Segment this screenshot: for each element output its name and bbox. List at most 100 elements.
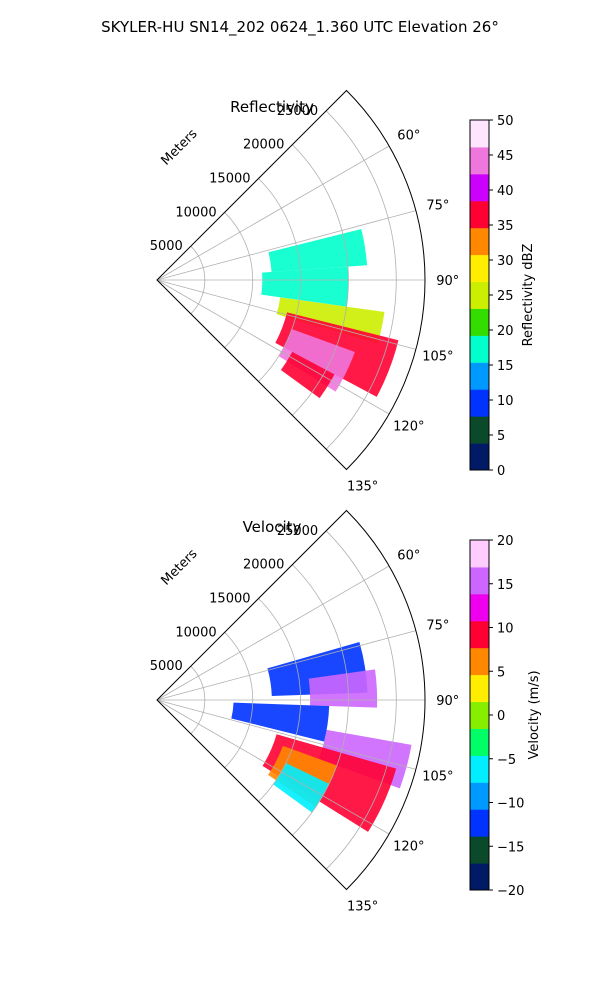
colorbar-segment: [470, 836, 489, 864]
colorbar: Velocity (m/s) −20 −15 −10 −5 0 5 10 15 20: [469, 534, 542, 899]
colorbar-segment: [470, 308, 489, 336]
colorbar-tick-label: −20: [497, 884, 524, 899]
colorbar-label: Velocity (m/s): [527, 670, 542, 759]
radial-tick-label: 20000: [243, 138, 284, 153]
azimuth-tick-label: 90°: [436, 274, 459, 289]
colorbar-segment: [470, 200, 489, 229]
radial-tick-label: 20000: [243, 558, 284, 573]
colorbar-tick-label: 0: [497, 464, 505, 479]
colorbar-tick-label: 25: [497, 289, 514, 304]
sector-outline: [156, 509, 426, 891]
colorbar-label: Reflectivity dBZ: [521, 244, 536, 347]
radial-tick-label: 5000: [150, 239, 183, 254]
azimuth-gridline: [156, 279, 416, 350]
azimuth-tick-label: 120°: [393, 419, 424, 434]
echo-region: [280, 351, 335, 399]
azimuth-tick-label: 135°: [347, 480, 378, 495]
colorbar-tick-label: −15: [497, 840, 524, 855]
colorbar-tick-label: −10: [497, 797, 524, 812]
azimuth-gridline: [156, 630, 416, 701]
echo-region: [278, 329, 355, 392]
colorbar-segment: [470, 566, 489, 595]
colorbar-tick-label: 50: [497, 114, 514, 129]
azimuth-gridline: [156, 210, 416, 281]
azimuth-tick-label: 75°: [426, 199, 449, 214]
colorbar: Reflectivity dBZ 0 5 10 15 20 25 30 35 40 45 50: [469, 114, 536, 479]
azimuth-gridline: [156, 565, 390, 701]
colorbar-tick-label: −5: [497, 753, 516, 768]
colorbar-tick-label: 5: [497, 429, 505, 444]
colorbar-segment: [470, 146, 489, 175]
colorbar-tick-label: 5: [497, 665, 505, 680]
colorbar-tick-label: 15: [497, 359, 514, 374]
colorbar-segment: [470, 728, 489, 756]
azimuth-tick-label: 90°: [436, 694, 459, 709]
azimuth-gridline: [156, 699, 416, 770]
radial-tick-label: 10000: [175, 205, 216, 220]
colorbar-tick-label: 20: [497, 324, 514, 339]
colorbar-segment: [470, 173, 489, 202]
colorbar-segment: [470, 620, 489, 649]
radial-tick-label: 25000: [277, 524, 318, 539]
radial-axis-label: Meters: [159, 126, 201, 168]
sector-frame: [156, 89, 426, 471]
colorbar-tick-label: 10: [497, 622, 514, 637]
colorbar-segment: [470, 593, 489, 622]
azimuth-tick-label: 75°: [426, 619, 449, 634]
reflectivity-panel: Reflectivity Meters 5000 10000 15000 20000 2…: [150, 89, 536, 495]
colorbar-tick-label: 0: [497, 709, 505, 724]
azimuth-tick-label: 135°: [347, 900, 378, 915]
azimuth-tick-label: 60°: [397, 129, 420, 144]
sector-frame: [156, 509, 426, 891]
panel-title: Reflectivity: [230, 98, 314, 116]
echo-layer: [261, 229, 399, 399]
velocity-panel: Velocity Meters 5000 10000 15000 20000 25000…: [150, 509, 542, 915]
colorbar-segment: [470, 335, 489, 363]
colorbar-segment: [470, 254, 489, 283]
colorbar-tick-label: 30: [497, 254, 514, 269]
colorbar-segment: [470, 701, 489, 729]
colorbar-segment: [470, 809, 489, 837]
radial-tick-label: 15000: [209, 591, 250, 606]
colorbar-segment: [470, 540, 489, 568]
figure-suptitle: SKYLER-HU SN14_202 0624_1.360 UTC Elevat…: [101, 18, 499, 37]
echo-region: [231, 702, 330, 742]
colorbar-segment: [470, 443, 489, 471]
colorbar-segment: [470, 863, 489, 891]
azimuth-gridline: [156, 699, 390, 835]
echo-region: [268, 229, 368, 272]
radial-axis-label: Meters: [159, 546, 201, 588]
azimuth-gridline: [156, 145, 390, 281]
colorbar-tick-label: 35: [497, 219, 514, 234]
panel-title: Velocity: [243, 518, 302, 536]
colorbar-segment: [470, 416, 489, 444]
radial-tick-label: 25000: [277, 104, 318, 119]
colorbar-segment: [470, 755, 489, 783]
colorbar-tick-label: 10: [497, 394, 514, 409]
colorbar-tick-label: 40: [497, 184, 514, 199]
echo-region: [261, 266, 349, 307]
colorbar-tick-label: 20: [497, 534, 514, 549]
radial-tick-label: 15000: [209, 171, 250, 186]
colorbar-tick-label: 45: [497, 149, 514, 164]
grid-layer: [156, 530, 425, 890]
radial-tick-label: 5000: [150, 659, 183, 674]
colorbar-segment: [470, 389, 489, 417]
colorbar-tick-label: 15: [497, 578, 514, 593]
azimuth-tick-label: 60°: [397, 549, 420, 564]
radial-tick-label: 10000: [175, 625, 216, 640]
colorbar-segment: [470, 281, 489, 309]
azimuth-tick-label: 105°: [422, 769, 453, 784]
colorbar-segment: [470, 227, 489, 256]
azimuth-tick-label: 120°: [393, 839, 424, 854]
echo-region: [308, 669, 378, 708]
colorbar-segment: [470, 647, 489, 676]
colorbar-segment: [470, 120, 489, 148]
colorbar-segment: [470, 782, 489, 810]
sector-outline: [156, 89, 426, 471]
azimuth-gridline: [156, 279, 390, 415]
echo-layer: [231, 641, 412, 832]
colorbar-segment: [470, 362, 489, 390]
colorbar-segment: [470, 674, 489, 703]
